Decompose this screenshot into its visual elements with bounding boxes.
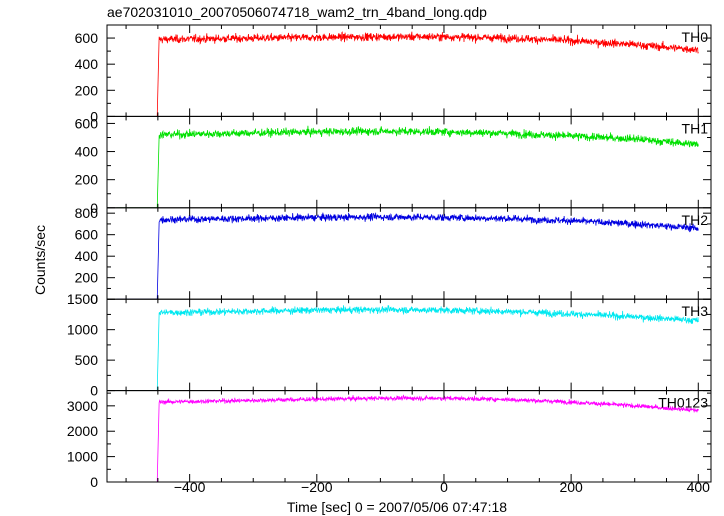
y-tick-label: 1000 bbox=[67, 449, 98, 465]
y-tick-label: 600 bbox=[75, 115, 99, 131]
series-line-th3 bbox=[116, 304, 699, 391]
x-tick-label: 200 bbox=[559, 479, 583, 495]
x-tick-label: 0 bbox=[440, 479, 448, 495]
series-label-th3: TH3 bbox=[682, 303, 709, 319]
y-tick-label: 800 bbox=[75, 205, 99, 221]
y-tick-label: 200 bbox=[75, 270, 99, 286]
y-tick-label: 2000 bbox=[67, 423, 98, 439]
y-tick-label: 200 bbox=[75, 172, 99, 188]
chart-title: ae702031010_20070506074718_wam2_trn_4ban… bbox=[107, 4, 487, 20]
y-tick-label: 200 bbox=[75, 82, 99, 98]
y-tick-label: 0 bbox=[90, 291, 98, 307]
panel-th3: 0 500 1000 1500 TH3 bbox=[67, 291, 712, 399]
panels-layer: 0 200 400 600 TH0 0 200 400 600 TH1 0 200 400 600 800 T… bbox=[67, 24, 712, 495]
y-tick-label: 0 bbox=[90, 200, 98, 216]
y-tick-label: 1000 bbox=[67, 322, 98, 338]
series-label-th1: TH1 bbox=[682, 120, 709, 136]
panel-th0: 0 200 400 600 TH0 bbox=[75, 24, 712, 124]
y-tick-label: 600 bbox=[75, 227, 99, 243]
panel-th2: 0 200 400 600 800 TH2 bbox=[75, 205, 712, 307]
panel-th1: 0 200 400 600 TH1 bbox=[75, 115, 712, 216]
y-tick-label: 600 bbox=[75, 30, 99, 46]
y-tick-label: 1500 bbox=[67, 291, 98, 307]
series-label-th0123: TH0123 bbox=[658, 395, 708, 411]
y-tick-label: 0 bbox=[90, 108, 98, 124]
series-label-th2: TH2 bbox=[682, 212, 709, 228]
x-tick-label: −200 bbox=[301, 479, 333, 495]
series-line-th2 bbox=[116, 212, 699, 300]
x-tick-label: 400 bbox=[687, 479, 711, 495]
series-label-th0: TH0 bbox=[682, 29, 709, 45]
panel-frame bbox=[106, 390, 712, 483]
y-tick-label: 400 bbox=[75, 56, 99, 72]
y-tick-label: 0 bbox=[90, 383, 98, 399]
y-tick-label: 400 bbox=[75, 144, 99, 160]
y-tick-label: 3000 bbox=[67, 398, 98, 414]
y-tick-label: 500 bbox=[75, 352, 99, 368]
x-tick-label: −400 bbox=[174, 479, 206, 495]
y-tick-label: 0 bbox=[90, 474, 98, 490]
y-tick-label: 400 bbox=[75, 248, 99, 264]
y-axis-label: Counts/sec bbox=[32, 225, 48, 295]
series-line-th1 bbox=[116, 125, 699, 208]
panel-th0123: 0 1000 2000 3000 TH0123 bbox=[67, 390, 712, 490]
x-axis-label: Time [sec] 0 = 2007/05/06 07:47:18 bbox=[287, 499, 507, 515]
series-line-th0 bbox=[116, 31, 699, 117]
series-line-th0123 bbox=[116, 394, 699, 483]
